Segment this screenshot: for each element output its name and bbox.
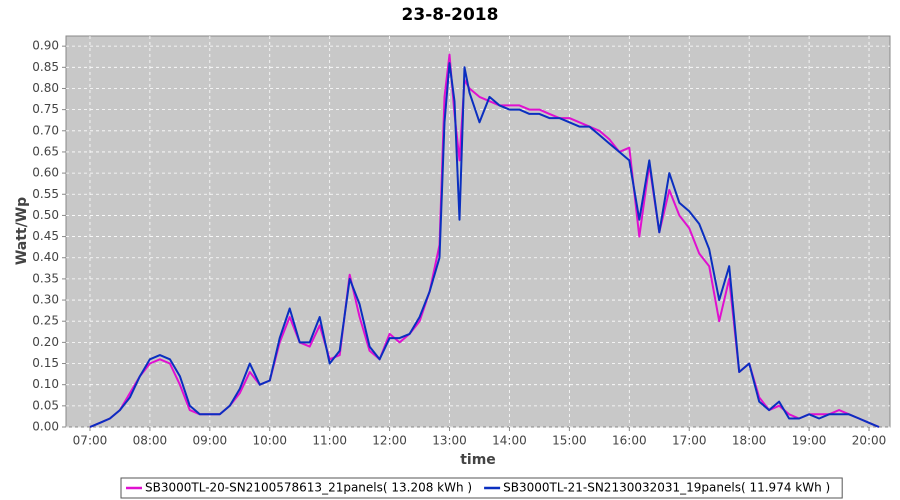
y-tick-label: 0.00 — [32, 420, 59, 434]
y-tick-label: 0.60 — [32, 166, 59, 180]
x-tick-label: 17:00 — [672, 434, 707, 448]
y-tick-label: 0.30 — [32, 293, 59, 307]
y-tick-label: 0.90 — [32, 39, 59, 53]
x-tick-label: 13:00 — [432, 434, 467, 448]
y-tick-label: 0.80 — [32, 81, 59, 95]
x-tick-label: 08:00 — [133, 434, 168, 448]
y-tick-label: 0.85 — [32, 60, 59, 74]
plot-area — [65, 35, 891, 428]
y-axis-label: Watt/Wp — [14, 197, 30, 265]
legend-label: SB3000TL-20-SN2100578613_21panels( 13.20… — [145, 481, 472, 495]
y-tick-label: 0.15 — [32, 356, 59, 370]
x-tick-label: 16:00 — [612, 434, 647, 448]
y-tick-label: 0.40 — [32, 250, 59, 264]
series-line — [89, 62, 880, 428]
y-tick-label: 0.10 — [32, 377, 59, 391]
y-tick-label: 0.75 — [32, 102, 59, 116]
y-tick-label: 0.65 — [32, 144, 59, 158]
x-tick-label: 18:00 — [732, 434, 767, 448]
x-tick-label: 10:00 — [252, 434, 287, 448]
legend-box — [120, 477, 843, 499]
chart-title: 23-8-2018 — [402, 5, 499, 25]
x-tick-label: 20:00 — [852, 434, 887, 448]
x-tick-label: 12:00 — [372, 434, 407, 448]
legend: SB3000TL-20-SN2100578613_21panels( 13.20… — [120, 477, 843, 499]
y-tick-label: 0.35 — [32, 271, 59, 285]
legend-label: SB3000TL-21-SN2130032031_19panels( 11.97… — [503, 481, 830, 495]
y-tick-label: 0.25 — [32, 314, 59, 328]
y-tick-label: 0.20 — [32, 335, 59, 349]
x-tick-label: 09:00 — [193, 434, 228, 448]
x-tick-label: 15:00 — [552, 434, 587, 448]
y-tick-label: 0.05 — [32, 398, 59, 412]
x-tick-label: 19:00 — [792, 434, 827, 448]
x-tick-label: 14:00 — [492, 434, 527, 448]
x-tick-label: 11:00 — [312, 434, 347, 448]
y-tick-label: 0.55 — [32, 187, 59, 201]
y-tick-label: 0.45 — [32, 229, 59, 243]
y-tick-label: 0.70 — [32, 123, 59, 137]
x-tick-label: 07:00 — [73, 434, 108, 448]
y-tick-label: 0.50 — [32, 208, 59, 222]
x-axis-label: time — [460, 452, 496, 468]
